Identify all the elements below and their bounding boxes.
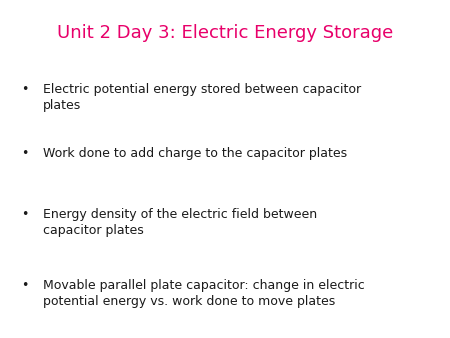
Text: •: •	[21, 208, 28, 221]
Text: Energy density of the electric field between
capacitor plates: Energy density of the electric field bet…	[43, 208, 317, 237]
Text: •: •	[21, 279, 28, 292]
Text: Work done to add charge to the capacitor plates: Work done to add charge to the capacitor…	[43, 147, 347, 160]
Text: •: •	[21, 83, 28, 96]
Text: Unit 2 Day 3: Electric Energy Storage: Unit 2 Day 3: Electric Energy Storage	[57, 24, 393, 42]
Text: Movable parallel plate capacitor: change in electric
potential energy vs. work d: Movable parallel plate capacitor: change…	[43, 279, 365, 308]
Text: •: •	[21, 147, 28, 160]
Text: Electric potential energy stored between capacitor
plates: Electric potential energy stored between…	[43, 83, 361, 112]
